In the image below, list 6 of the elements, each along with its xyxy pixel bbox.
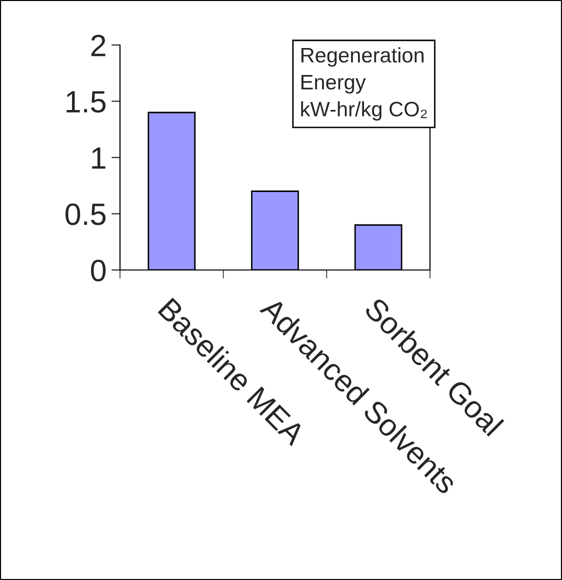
y-tick-label: 1 (92, 148, 106, 169)
y-tick-label: 0.5 (66, 203, 106, 226)
y-tick-label: 1.5 (66, 91, 106, 113)
text: Regeneration Energy kW-hr/kg CO₂ (301, 47, 427, 121)
y-tick-label: 2 (91, 34, 106, 56)
y-tick-label: 0 (91, 260, 106, 282)
